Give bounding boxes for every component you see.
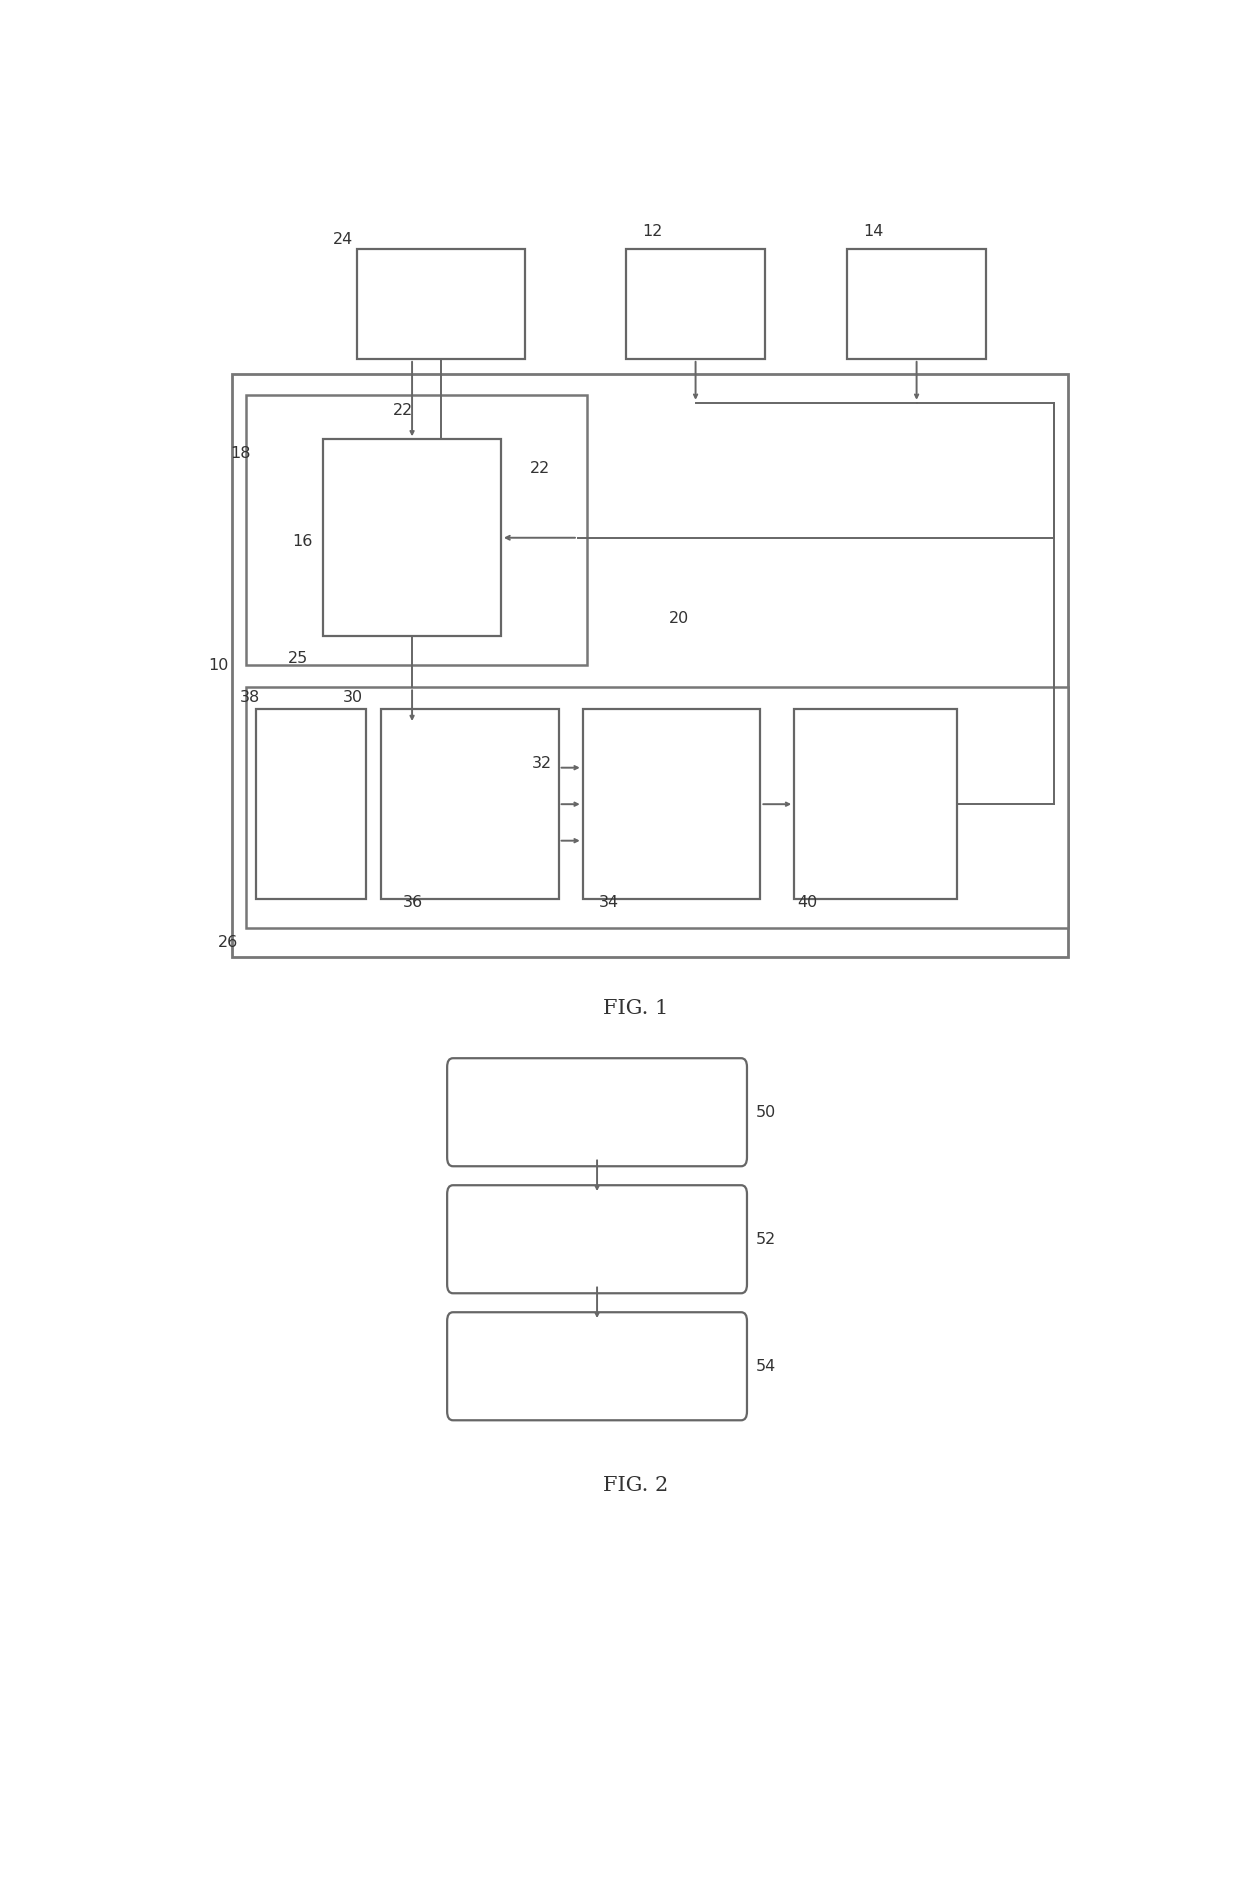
Bar [381, 709, 558, 899]
Text: FIG. 1: FIG. 1 [603, 999, 668, 1018]
Text: 14: 14 [863, 224, 884, 239]
Text: 34: 34 [599, 895, 619, 910]
Text: 50: 50 [755, 1105, 776, 1121]
Text: 30: 30 [342, 690, 362, 705]
Bar [583, 709, 760, 899]
Bar [255, 709, 367, 899]
Text: 12: 12 [642, 224, 662, 239]
FancyBboxPatch shape [448, 1185, 746, 1293]
Text: 25: 25 [288, 650, 308, 665]
Text: 16: 16 [293, 535, 312, 550]
FancyBboxPatch shape [448, 1312, 746, 1420]
Text: 18: 18 [229, 446, 250, 461]
Text: 38: 38 [239, 690, 260, 705]
Bar [794, 709, 957, 899]
Text: 22: 22 [393, 402, 414, 417]
Text: 22: 22 [529, 461, 551, 476]
Text: 54: 54 [755, 1359, 776, 1375]
Text: 40: 40 [797, 895, 817, 910]
Text: 32: 32 [532, 757, 552, 772]
Text: 20: 20 [670, 611, 689, 626]
Bar [847, 250, 986, 358]
Bar [357, 250, 525, 358]
Text: 36: 36 [403, 895, 423, 910]
Bar [626, 250, 765, 358]
Text: 24: 24 [332, 231, 353, 246]
Bar [232, 374, 1068, 957]
Text: 52: 52 [755, 1232, 776, 1248]
Bar [324, 440, 501, 637]
Text: 26: 26 [217, 935, 238, 950]
Bar [247, 688, 1068, 929]
Bar [247, 396, 588, 665]
Text: FIG. 2: FIG. 2 [603, 1477, 668, 1496]
Text: 10: 10 [208, 658, 228, 673]
FancyBboxPatch shape [448, 1058, 746, 1166]
